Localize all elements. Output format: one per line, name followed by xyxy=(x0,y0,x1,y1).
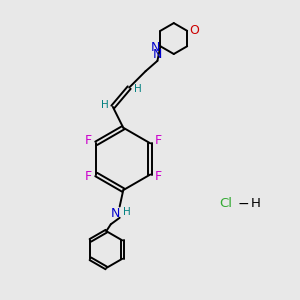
Text: H: H xyxy=(100,100,108,110)
Text: F: F xyxy=(84,170,92,183)
Text: O: O xyxy=(189,24,199,37)
Text: N: N xyxy=(153,48,162,61)
Text: H: H xyxy=(134,84,141,94)
Text: F: F xyxy=(155,134,162,147)
Text: F: F xyxy=(155,170,162,183)
Text: H: H xyxy=(123,206,131,217)
Text: H: H xyxy=(250,197,260,210)
Text: N: N xyxy=(150,41,160,54)
Text: Cl: Cl xyxy=(219,197,232,210)
Text: −: − xyxy=(238,196,249,211)
Text: N: N xyxy=(110,206,120,220)
Text: F: F xyxy=(84,134,92,147)
